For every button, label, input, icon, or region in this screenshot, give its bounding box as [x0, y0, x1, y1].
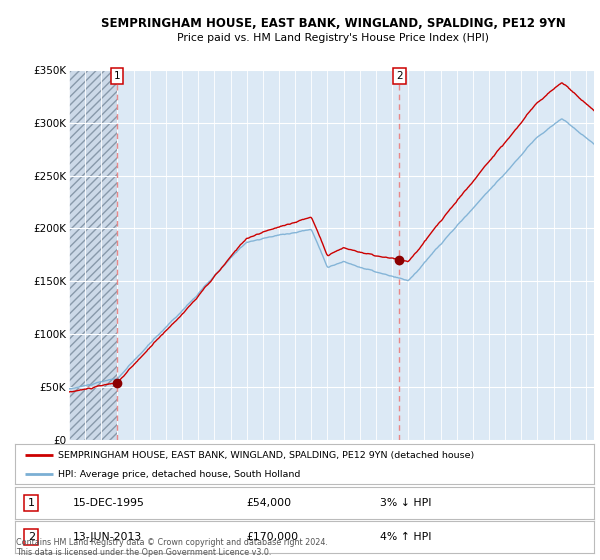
Text: 13-JUN-2013: 13-JUN-2013 [73, 532, 142, 542]
Text: 1: 1 [113, 71, 120, 81]
Text: 2: 2 [396, 71, 403, 81]
Text: Price paid vs. HM Land Registry's House Price Index (HPI): Price paid vs. HM Land Registry's House … [177, 32, 489, 43]
Text: 1: 1 [28, 498, 35, 508]
Text: 2: 2 [28, 532, 35, 542]
Bar [69, 65, 117, 440]
Text: £170,000: £170,000 [247, 532, 299, 542]
Text: 3% ↓ HPI: 3% ↓ HPI [380, 498, 431, 508]
Text: 4% ↑ HPI: 4% ↑ HPI [380, 532, 431, 542]
Text: SEMPRINGHAM HOUSE, EAST BANK, WINGLAND, SPALDING, PE12 9YN: SEMPRINGHAM HOUSE, EAST BANK, WINGLAND, … [101, 17, 565, 30]
Text: Contains HM Land Registry data © Crown copyright and database right 2024.
This d: Contains HM Land Registry data © Crown c… [16, 538, 328, 557]
Text: HPI: Average price, detached house, South Holland: HPI: Average price, detached house, Sout… [58, 470, 301, 479]
Text: 15-DEC-1995: 15-DEC-1995 [73, 498, 145, 508]
Text: £54,000: £54,000 [247, 498, 292, 508]
Bar [69, 65, 117, 440]
Text: SEMPRINGHAM HOUSE, EAST BANK, WINGLAND, SPALDING, PE12 9YN (detached house): SEMPRINGHAM HOUSE, EAST BANK, WINGLAND, … [58, 451, 475, 460]
